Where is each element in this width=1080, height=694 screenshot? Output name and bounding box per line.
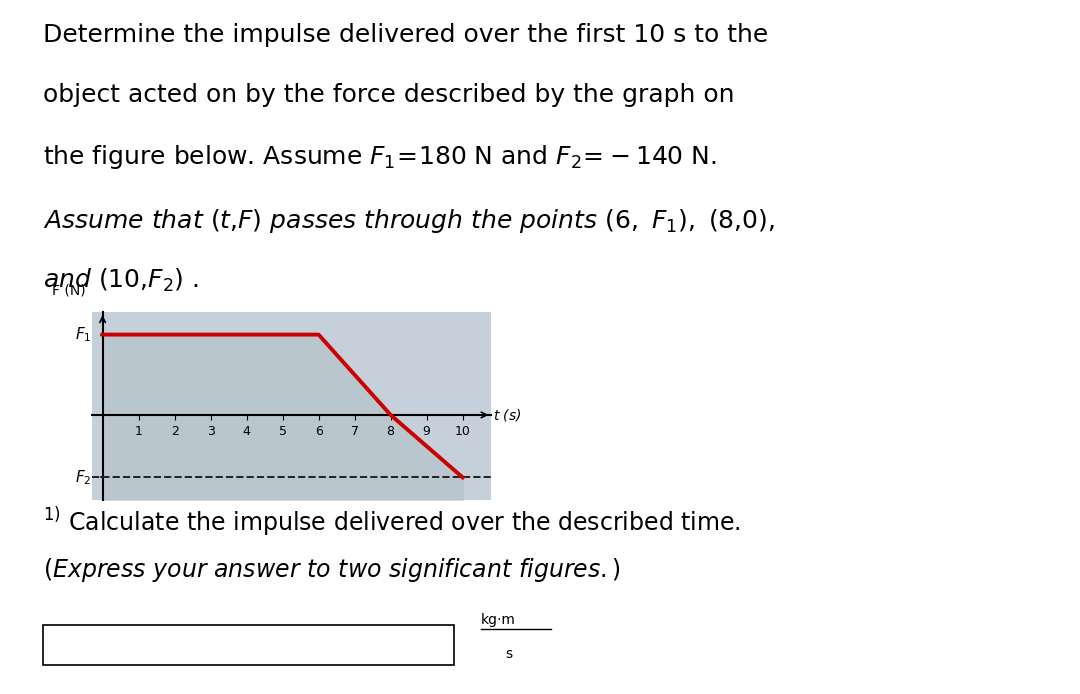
Text: Determine the impulse delivered over the first 10 s to the: Determine the impulse delivered over the… (43, 24, 769, 47)
Text: $F_1$: $F_1$ (75, 325, 91, 344)
Text: kg·m: kg·m (481, 613, 515, 627)
Text: $\it{(Express\ your\ answer\ to\ two\ significant\ figures.)}$: $\it{(Express\ your\ answer\ to\ two\ si… (43, 556, 621, 584)
Text: $^{1)}$ Calculate the impulse delivered over the described time.: $^{1)}$ Calculate the impulse delivered … (43, 506, 741, 539)
Text: F (N): F (N) (52, 283, 85, 297)
FancyBboxPatch shape (43, 625, 454, 665)
Text: s: s (505, 648, 513, 661)
Text: $F_2$: $F_2$ (75, 468, 91, 486)
Text: $\it{Assume\ that\ (t{,}F)\ passes\ through\ the\ points\ (6,\ F_1),\ (8{,}0),}$: $\it{Assume\ that\ (t{,}F)\ passes\ thro… (43, 207, 775, 235)
Text: object acted on by the force described by the graph on: object acted on by the force described b… (43, 83, 734, 108)
Text: $\it{and\ (10{,}F_2)\ .}$: $\it{and\ (10{,}F_2)\ .}$ (43, 266, 199, 294)
Text: the figure below. Assume $\mathit{F}_1\!=\!$180 N and $\mathit{F}_2\!=\!-$140 N.: the figure below. Assume $\mathit{F}_1\!… (43, 143, 717, 171)
Text: $t$ (s): $t$ (s) (494, 407, 522, 423)
